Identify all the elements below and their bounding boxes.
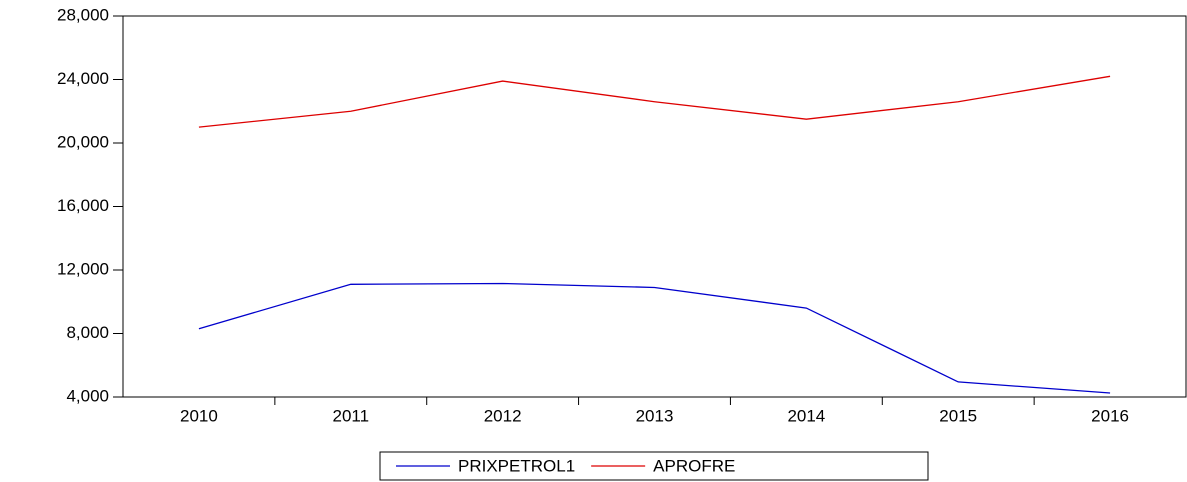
x-tick-label: 2010 (180, 406, 218, 425)
x-tick-label: 2016 (1091, 406, 1129, 425)
legend-box (379, 451, 929, 481)
series-line (198, 282, 1111, 394)
y-tick-label: 4,000 (66, 386, 109, 405)
x-tick-label: 2013 (636, 406, 674, 425)
y-tick-label: 8,000 (66, 323, 109, 342)
x-tick-label: 2012 (484, 406, 522, 425)
y-tick-label: 16,000 (57, 196, 109, 215)
series-line (198, 75, 1111, 128)
x-tick-label: 2014 (787, 406, 825, 425)
x-tick-label: 2011 (333, 406, 370, 425)
y-tick-label: 12,000 (57, 259, 109, 278)
y-tick-label: 24,000 (57, 69, 109, 88)
legend-label: APROFRE (653, 456, 735, 475)
x-tick-label: 2015 (939, 406, 977, 425)
legend-label: PRIXPETROL1 (458, 456, 575, 475)
y-tick-label: 20,000 (57, 132, 109, 151)
plot-frame (122, 15, 1187, 398)
y-tick-label: 28,000 (57, 5, 109, 24)
